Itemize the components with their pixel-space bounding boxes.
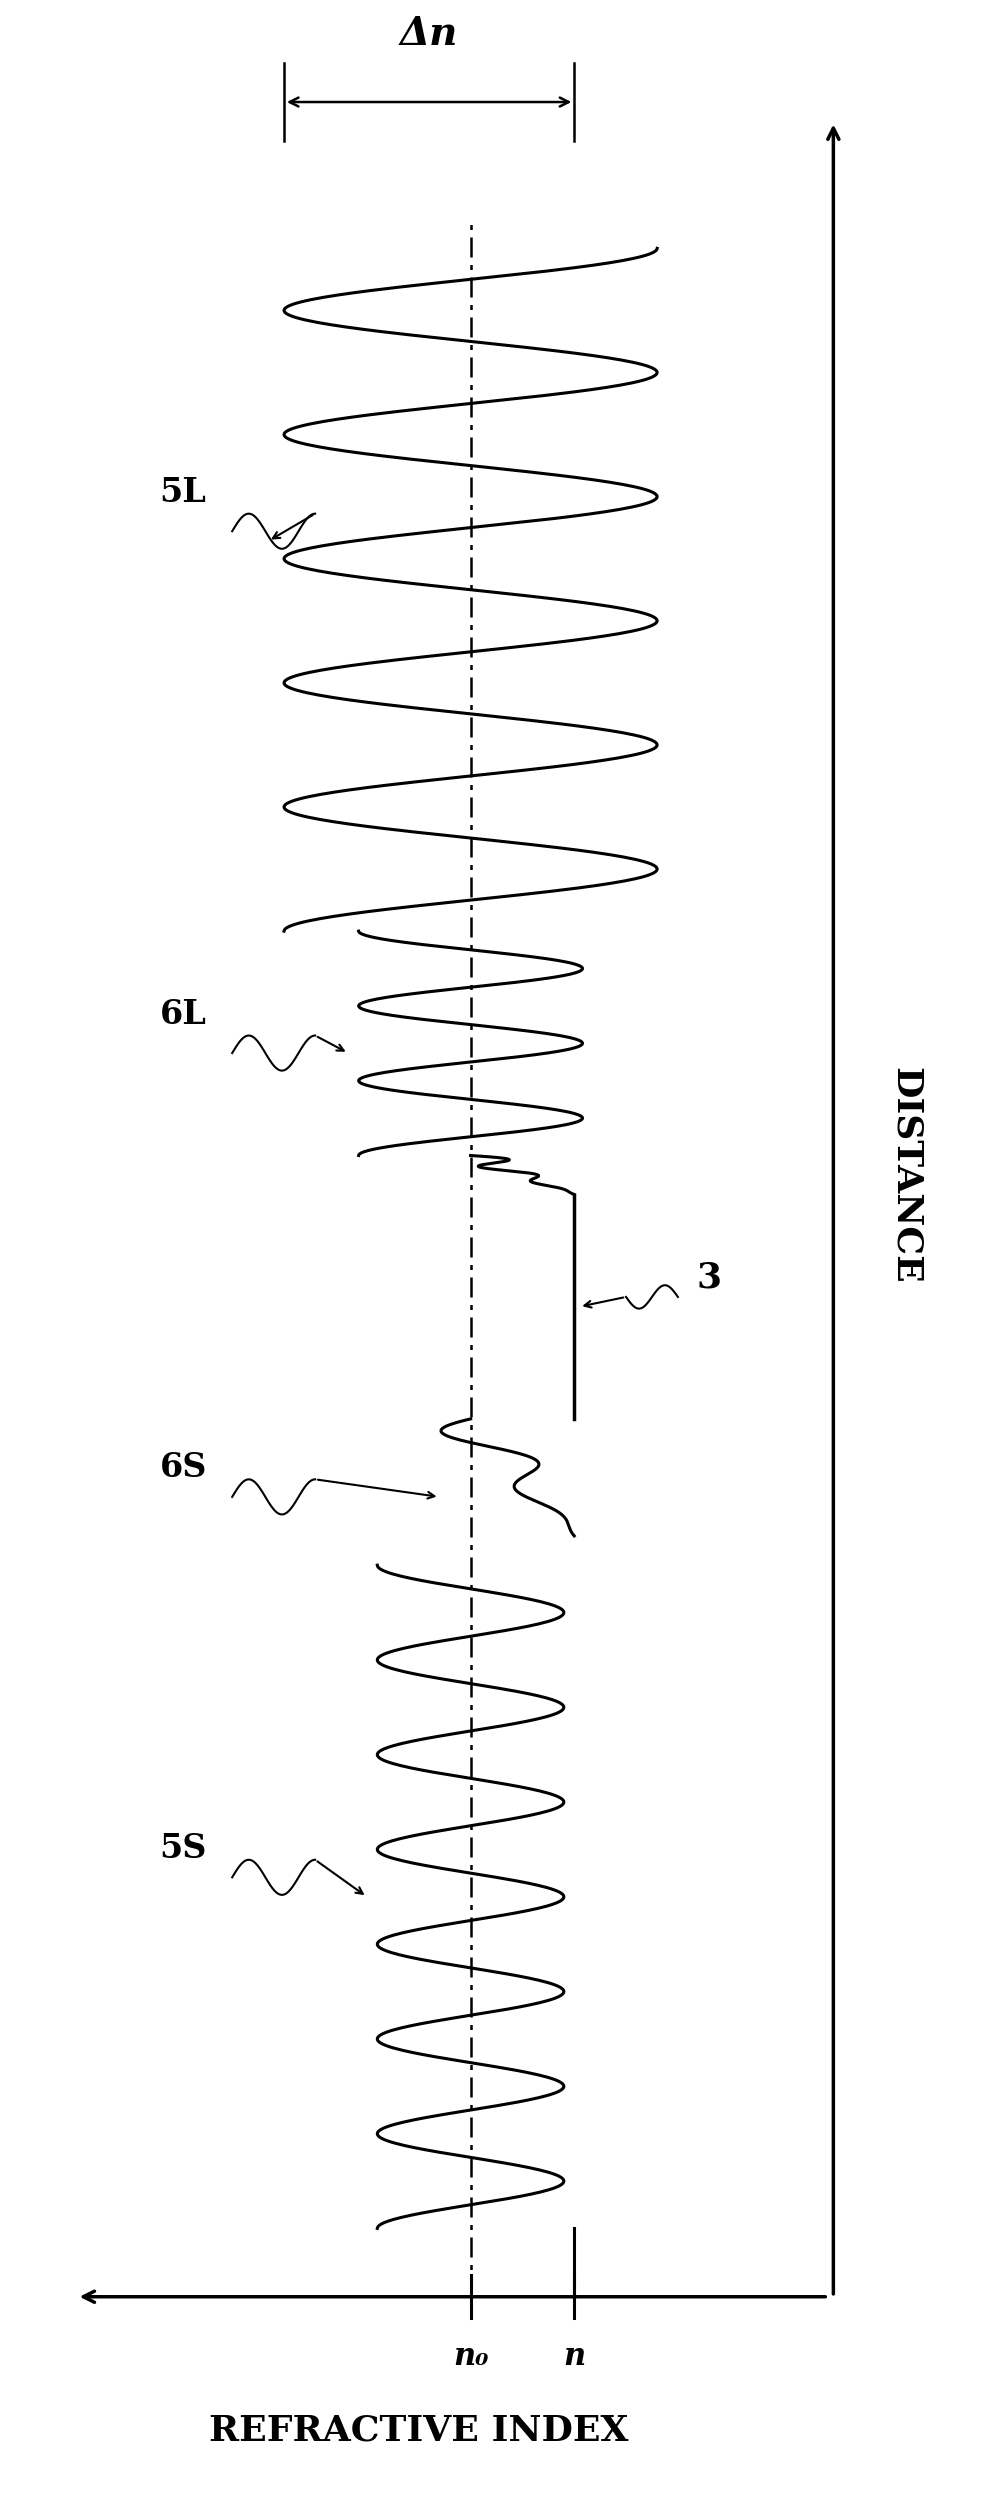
Text: 6L: 6L — [160, 998, 207, 1031]
Text: DISTANCE: DISTANCE — [889, 1066, 922, 1283]
Text: 5L: 5L — [160, 477, 207, 509]
Text: 5S: 5S — [160, 1832, 207, 1865]
Text: Δn: Δn — [400, 15, 459, 52]
Text: REFRACTIVE INDEX: REFRACTIVE INDEX — [209, 2414, 629, 2449]
Text: 3: 3 — [696, 1260, 722, 1295]
Text: 6S: 6S — [160, 1450, 207, 1485]
Text: n₀: n₀ — [453, 2341, 489, 2371]
Text: n: n — [563, 2341, 585, 2371]
